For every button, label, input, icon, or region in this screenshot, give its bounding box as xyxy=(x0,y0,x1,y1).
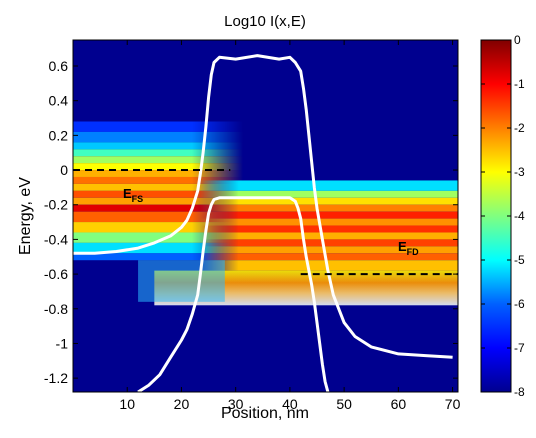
heatmap-band xyxy=(73,190,243,198)
series-white-curve-1 xyxy=(137,196,330,392)
y-tick-label: 0.2 xyxy=(49,127,69,143)
x-tick-label: 70 xyxy=(445,396,461,412)
x-tick-label: 30 xyxy=(228,396,244,412)
colorbar-tick-label: -3 xyxy=(514,165,525,179)
y-tick-label: -1 xyxy=(56,335,69,351)
plot-area xyxy=(73,40,458,392)
chart-title: Log10 I(x,E) xyxy=(224,13,306,30)
heatmap-band xyxy=(200,197,458,205)
x-axis-title: Position, nm xyxy=(221,405,309,422)
heatmap-band xyxy=(73,253,243,261)
heatmap-band xyxy=(73,176,243,184)
colorbar-tick-label: 0 xyxy=(514,33,521,47)
plot-frame xyxy=(72,39,459,393)
heatmap-left-bands xyxy=(73,121,243,261)
x-tick-label: 40 xyxy=(282,396,298,412)
y-tick-label: -0.2 xyxy=(44,197,68,213)
y-axis-title: Energy, eV xyxy=(17,177,34,255)
colorbar-tick-label: -2 xyxy=(514,121,525,135)
heatmap-band xyxy=(200,239,458,247)
heatmap-band xyxy=(200,211,458,219)
y-tick-label: -0.6 xyxy=(44,266,68,282)
colorbar-tick-label: -5 xyxy=(514,253,525,267)
x-axis-ticks: 10 20 30 40 50 60 70 xyxy=(119,40,461,412)
annotation-efd: EFD xyxy=(398,239,419,257)
heatmap-band xyxy=(73,222,243,233)
heatmap-band xyxy=(200,180,458,191)
heatmap-band xyxy=(200,225,458,233)
heatmap-band xyxy=(200,218,458,226)
heatmap-band xyxy=(73,197,243,205)
series-white-curve-0 xyxy=(73,54,453,359)
heatmap-band xyxy=(73,131,243,143)
heatmap-band xyxy=(73,121,243,132)
colorbar-tick-label: -1 xyxy=(514,77,525,91)
heatmap-band xyxy=(73,211,243,223)
y-tick-label: -1.2 xyxy=(44,370,68,386)
colorbar xyxy=(480,39,512,393)
colorbar-tick-label: -4 xyxy=(514,209,525,223)
annotations-layer: EFS EFD xyxy=(123,186,419,257)
heatmap-band xyxy=(73,149,243,157)
y-tick-label: 0.4 xyxy=(49,93,69,109)
heatmap-bottom-region xyxy=(138,260,458,306)
x-tick-label: 20 xyxy=(174,396,190,412)
colorbar-tick-label: -6 xyxy=(514,297,525,311)
heatmap-band xyxy=(200,253,458,261)
heatmap-band xyxy=(200,190,458,198)
heatmap-band xyxy=(200,232,458,240)
y-tick-label: -0.8 xyxy=(44,301,68,317)
heatmap-band xyxy=(200,260,458,271)
x-tick-label: 10 xyxy=(119,396,135,412)
heatmap-right-bands xyxy=(200,180,458,271)
x-tick-label: 50 xyxy=(336,396,352,412)
colorbar-tick-label: -7 xyxy=(514,341,525,355)
heatmap-band xyxy=(73,163,243,171)
y-tick-label: 0 xyxy=(60,162,68,178)
series-layer xyxy=(73,54,458,392)
heatmap-band xyxy=(73,232,243,243)
heatmap-band xyxy=(73,156,243,164)
heatmap-band xyxy=(200,204,458,212)
heatmap-band xyxy=(73,142,243,150)
y-tick-label: 0.6 xyxy=(49,58,69,74)
y-axis-ticks: 0.6 0.4 0.2 0 -0.2 -0.4 -0.6 -0.8 -1 -1.2 xyxy=(44,58,458,386)
annotation-efs: EFS xyxy=(123,186,143,204)
heatmap-lower-cyan xyxy=(138,260,225,302)
x-tick-label: 60 xyxy=(391,396,407,412)
heatmap-band xyxy=(73,204,243,212)
heatmap-band xyxy=(73,242,243,254)
heatmap-band xyxy=(73,183,243,191)
colorbar-ticks: 0 -1 -2 -3 -4 -5 -6 -7 -8 xyxy=(481,33,525,399)
heatmap-band xyxy=(200,246,458,254)
y-tick-label: -0.4 xyxy=(44,231,68,247)
colorbar-tick-label: -8 xyxy=(514,385,525,399)
heatmap-band xyxy=(73,170,243,177)
